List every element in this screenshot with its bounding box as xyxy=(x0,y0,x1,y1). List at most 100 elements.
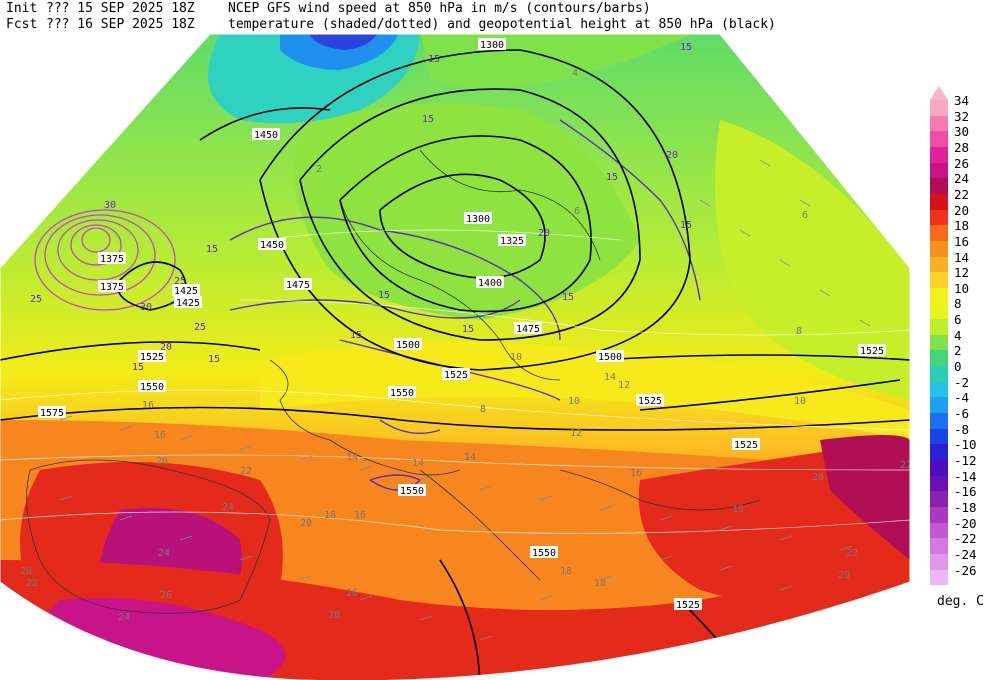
colorbar-label: 8 xyxy=(954,296,962,312)
wind-label: 30 xyxy=(104,200,116,211)
height-label: 1525 xyxy=(860,346,884,357)
temp-label: 18 xyxy=(560,566,572,577)
temp-label: 16 xyxy=(154,430,166,441)
wind-label: 15 xyxy=(206,244,218,255)
wind-label: 15 xyxy=(606,172,618,183)
height-label: 1450 xyxy=(254,130,278,141)
colorbar-label: 16 xyxy=(954,233,970,249)
height-label: 1300 xyxy=(466,214,490,225)
colorbar-top-triangle xyxy=(930,86,948,100)
height-label: 1525 xyxy=(734,440,758,451)
colorbar-swatch xyxy=(930,522,948,539)
wind-label: 15 xyxy=(562,292,574,303)
temp-label: 24 xyxy=(222,502,234,513)
colorbar-label: 24 xyxy=(954,171,970,187)
colorbar-label: 6 xyxy=(954,312,962,328)
yellow-central xyxy=(260,342,910,440)
height-label: 1475 xyxy=(286,280,310,291)
colorbar-label: -6 xyxy=(954,406,970,421)
colorbar-swatch xyxy=(930,209,948,226)
temp-label: 20 xyxy=(838,570,850,581)
colorbar-swatch xyxy=(930,491,948,507)
colorbar-label: 30 xyxy=(954,124,970,140)
colorbar-swatch xyxy=(930,350,948,367)
colorbar-swatch xyxy=(930,146,948,163)
colorbar-swatch xyxy=(930,100,948,116)
colorbar-label: 10 xyxy=(954,280,970,296)
height-label: 1500 xyxy=(598,352,622,363)
temp-label: 22 xyxy=(240,466,252,477)
height-labels: 1300 1450 1300 1325 1450 1475 1400 1425 … xyxy=(38,38,886,611)
colorbar-swatch xyxy=(930,303,948,320)
init-date: ??? 15 SEP 2025 18Z xyxy=(46,1,195,16)
temp-label: 20 xyxy=(20,566,32,577)
temp-label: 24 xyxy=(158,548,170,559)
height-label: 1325 xyxy=(500,236,524,247)
header-line-1: Init ??? 15 SEP 2025 18Z NCEP GFS wind spe… xyxy=(6,1,806,17)
temp-label: 16 xyxy=(142,400,154,411)
height-contours xyxy=(0,49,910,680)
temp-label: 12 xyxy=(570,428,582,439)
temp-label: 2 xyxy=(316,164,322,175)
colorbar-swatch xyxy=(930,287,948,304)
height-label: 1550 xyxy=(390,388,414,399)
header: Init ??? 15 SEP 2025 18Z NCEP GFS wind spe… xyxy=(6,1,806,33)
temp-label: 26 xyxy=(346,588,358,599)
temp-label: 24 xyxy=(118,612,130,623)
temp-label: 14 xyxy=(604,372,616,383)
temp-label: 16 xyxy=(630,468,642,479)
colorbar-swatch xyxy=(930,334,948,351)
map-border xyxy=(0,33,911,680)
colorbar-label: -24 xyxy=(954,546,977,562)
wind-labels: 15 15 15 15 15 15 15 15 15 15 15 20 20 2… xyxy=(30,42,692,373)
wind-label: 15 xyxy=(462,324,474,335)
height-label: 1400 xyxy=(478,278,502,289)
colorbar-swatch xyxy=(930,366,948,382)
temp-label: 10 xyxy=(510,352,522,363)
temp-label: 6 xyxy=(574,206,580,217)
colorbar-swatch xyxy=(930,381,948,398)
colorbar-swatch xyxy=(930,162,948,179)
wind-label: 15 xyxy=(680,42,692,53)
colorbar-label: -2 xyxy=(954,374,970,390)
height-label: 1375 xyxy=(100,282,124,293)
colorbar-unit: deg. C xyxy=(937,594,984,609)
colorbar-swatch xyxy=(930,475,948,492)
fcst-date: ??? 16 SEP 2025 18Z xyxy=(46,17,195,32)
colorbar-swatch xyxy=(930,459,948,476)
wind-label: 25 xyxy=(30,294,42,305)
fcst-label: Fcst xyxy=(6,17,38,32)
colorbar-label: -16 xyxy=(954,484,977,500)
wind-contours xyxy=(229,119,701,491)
header-line-2: Fcst ??? 16 SEP 2025 18Z temperature (shad… xyxy=(6,17,806,33)
temp-label: 10 xyxy=(794,396,806,407)
temp-label: 14 xyxy=(464,452,476,463)
colorbar-label: 12 xyxy=(954,265,970,281)
wind-label: 25 xyxy=(194,322,206,333)
height-label: 1550 xyxy=(532,548,556,559)
isotherms xyxy=(0,229,910,534)
colorbar-label: 28 xyxy=(954,139,970,155)
colorbar-label: -12 xyxy=(954,452,977,468)
height-label: 1525 xyxy=(676,600,700,611)
temp-label: 22 xyxy=(900,460,912,471)
wind-label: 25 xyxy=(174,276,186,287)
height-label: 1425 xyxy=(176,298,200,309)
colorbar-swatch xyxy=(930,538,948,554)
height-label: 1475 xyxy=(516,324,540,335)
wind-label: 20 xyxy=(666,150,678,161)
height-label: 1550 xyxy=(140,382,164,393)
colorbar-swatch xyxy=(930,319,948,335)
temp-label: 6 xyxy=(802,210,808,221)
temp-label: 12 xyxy=(618,380,630,391)
wind-label: 15 xyxy=(350,330,362,341)
height-label: 1550 xyxy=(400,486,424,497)
wind-jet-contours xyxy=(34,209,176,311)
temp-label: 20 xyxy=(156,456,168,467)
colorbar-label: -14 xyxy=(954,468,977,484)
temp-label: 22 xyxy=(846,548,858,559)
colorbar-label: -20 xyxy=(954,515,977,531)
wind-label: 15 xyxy=(208,354,220,365)
temp-label: 20 xyxy=(812,472,824,483)
